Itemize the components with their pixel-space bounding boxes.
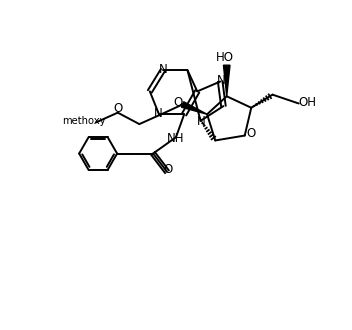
Text: OH: OH	[298, 96, 316, 109]
Text: O: O	[113, 102, 122, 115]
Polygon shape	[181, 102, 207, 114]
Text: HO: HO	[216, 51, 234, 64]
Text: N: N	[158, 63, 167, 76]
Text: O: O	[163, 163, 172, 176]
Polygon shape	[224, 65, 230, 96]
Text: O: O	[246, 127, 255, 140]
Text: N: N	[154, 107, 163, 120]
Text: methoxy: methoxy	[62, 116, 105, 126]
Text: O: O	[173, 96, 182, 109]
Text: N: N	[197, 115, 206, 128]
Text: N: N	[217, 74, 226, 87]
Text: NH: NH	[166, 132, 184, 145]
